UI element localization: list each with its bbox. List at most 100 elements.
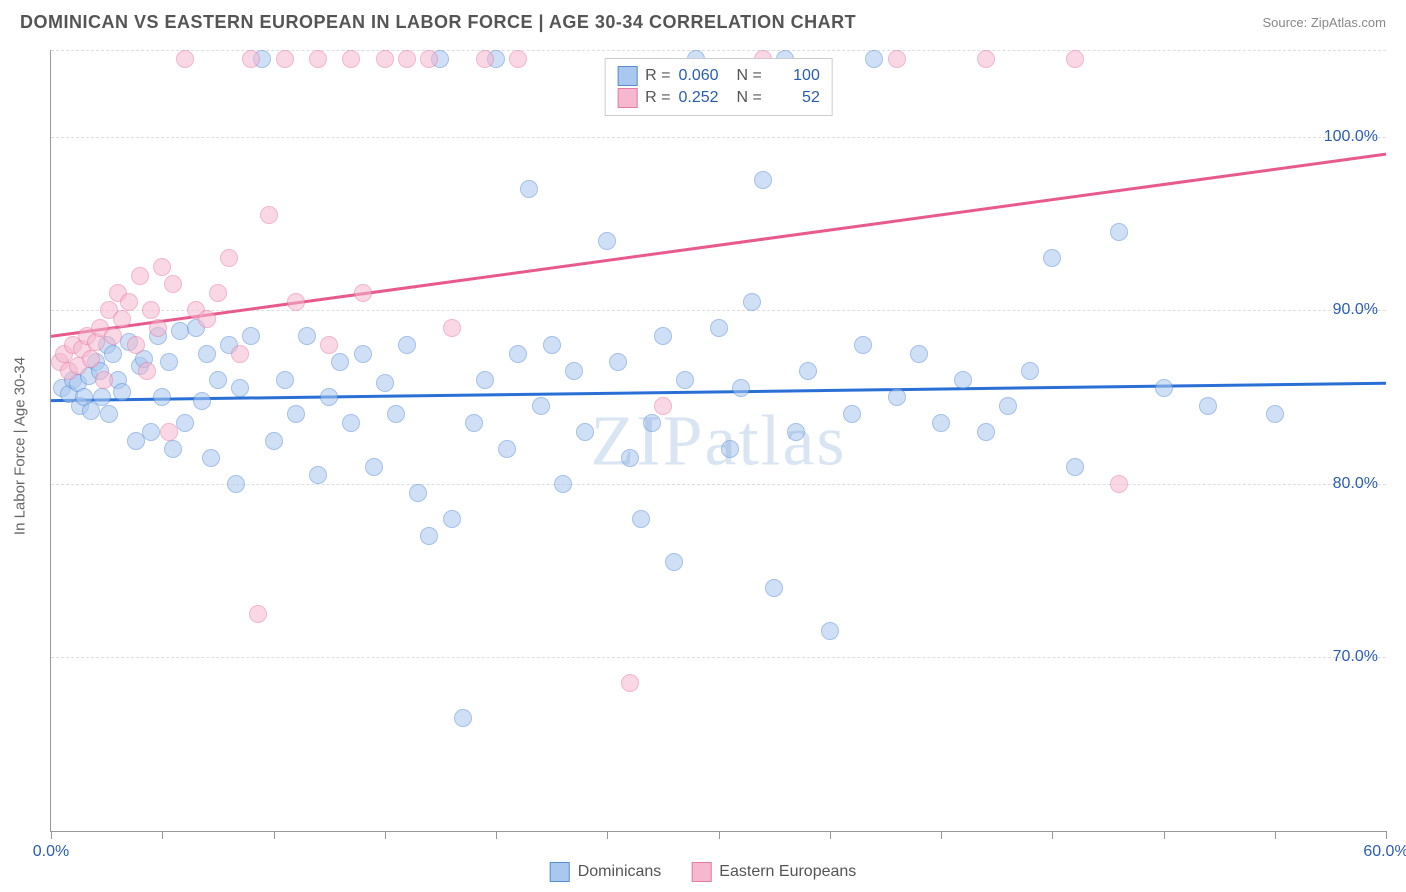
stat-r-label: R =: [645, 89, 670, 107]
data-point: [454, 709, 472, 727]
data-point: [113, 310, 131, 328]
data-point: [476, 371, 494, 389]
data-point: [104, 327, 122, 345]
data-point: [153, 258, 171, 276]
stats-legend-box: R =0.060N =100R =0.252N =52: [604, 58, 833, 116]
data-point: [287, 293, 305, 311]
data-point: [676, 371, 694, 389]
data-point: [82, 350, 100, 368]
data-point: [665, 553, 683, 571]
legend-label: Eastern Europeans: [719, 863, 856, 881]
source-link[interactable]: ZipAtlas.com: [1311, 15, 1386, 30]
data-point: [1155, 379, 1173, 397]
x-tick-label: 0.0%: [33, 843, 69, 861]
stat-n-value: 52: [770, 89, 820, 107]
data-point: [520, 180, 538, 198]
data-point: [821, 622, 839, 640]
x-tick: [274, 831, 275, 839]
x-tick: [1275, 831, 1276, 839]
data-point: [420, 527, 438, 545]
data-point: [176, 414, 194, 432]
data-point: [320, 388, 338, 406]
data-point: [164, 440, 182, 458]
data-point: [242, 50, 260, 68]
data-point: [710, 319, 728, 337]
data-point: [888, 388, 906, 406]
data-point: [276, 50, 294, 68]
x-tick: [1164, 831, 1165, 839]
data-point: [498, 440, 516, 458]
data-point: [609, 353, 627, 371]
stats-row: R =0.060N =100: [617, 65, 820, 87]
x-tick: [941, 831, 942, 839]
data-point: [1066, 458, 1084, 476]
legend-swatch: [617, 88, 637, 108]
data-point: [1110, 475, 1128, 493]
x-tick: [719, 831, 720, 839]
data-point: [576, 423, 594, 441]
legend-swatch: [617, 66, 637, 86]
legend-swatch: [691, 862, 711, 882]
data-point: [220, 249, 238, 267]
data-point: [142, 423, 160, 441]
data-point: [398, 336, 416, 354]
data-point: [554, 475, 572, 493]
x-tick: [385, 831, 386, 839]
source-label: Source:: [1262, 15, 1310, 30]
data-point: [276, 371, 294, 389]
data-point: [910, 345, 928, 363]
data-point: [543, 336, 561, 354]
data-point: [721, 440, 739, 458]
data-point: [443, 319, 461, 337]
x-tick: [1052, 831, 1053, 839]
source-attribution: Source: ZipAtlas.com: [1262, 15, 1386, 30]
data-point: [532, 397, 550, 415]
x-tick-label: 60.0%: [1363, 843, 1406, 861]
data-point: [598, 232, 616, 250]
data-point: [509, 50, 527, 68]
stat-n-label: N =: [737, 67, 762, 85]
data-point: [888, 50, 906, 68]
data-point: [765, 579, 783, 597]
x-tick: [1386, 831, 1387, 839]
data-point: [131, 267, 149, 285]
data-point: [142, 301, 160, 319]
data-point: [127, 336, 145, 354]
data-point: [465, 414, 483, 432]
data-point: [743, 293, 761, 311]
data-point: [149, 319, 167, 337]
data-point: [654, 327, 672, 345]
data-point: [176, 50, 194, 68]
data-point: [799, 362, 817, 380]
stat-r-label: R =: [645, 67, 670, 85]
data-point: [198, 310, 216, 328]
data-point: [309, 466, 327, 484]
data-point: [209, 371, 227, 389]
data-point: [153, 388, 171, 406]
trend-line: [51, 154, 1386, 336]
data-point: [227, 475, 245, 493]
series-legend: Dominicans Eastern Europeans: [550, 862, 857, 882]
trend-lines-svg: [51, 50, 1386, 831]
y-axis-label: In Labor Force | Age 30-34: [12, 357, 29, 535]
data-point: [621, 674, 639, 692]
data-point: [1110, 223, 1128, 241]
plot-container: 70.0%80.0%90.0%100.0%0.0%60.0%: [51, 50, 1386, 831]
data-point: [1043, 249, 1061, 267]
data-point: [443, 510, 461, 528]
legend-swatch: [550, 862, 570, 882]
data-point: [120, 293, 138, 311]
x-tick: [830, 831, 831, 839]
x-tick: [51, 831, 52, 839]
data-point: [202, 449, 220, 467]
data-point: [164, 275, 182, 293]
legend-item: Dominicans: [550, 862, 662, 882]
data-point: [977, 423, 995, 441]
data-point: [565, 362, 583, 380]
data-point: [331, 353, 349, 371]
stat-n-label: N =: [737, 89, 762, 107]
data-point: [932, 414, 950, 432]
data-point: [242, 327, 260, 345]
data-point: [476, 50, 494, 68]
data-point: [104, 345, 122, 363]
